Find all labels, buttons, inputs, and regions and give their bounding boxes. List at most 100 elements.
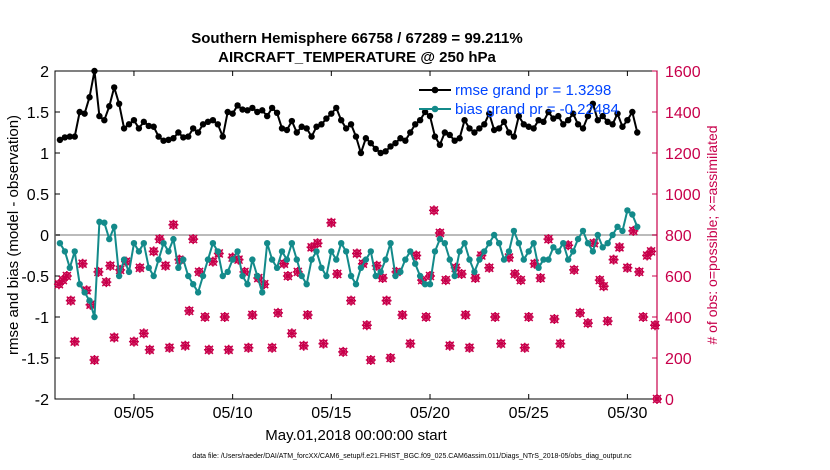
rmse-point bbox=[412, 121, 419, 128]
x-tick-label: 05/30 bbox=[607, 405, 647, 422]
obs-assimilated-marker bbox=[184, 305, 195, 316]
obs-assimilated-marker bbox=[646, 246, 657, 257]
bias-point bbox=[466, 256, 473, 263]
obs-assimilated-marker bbox=[391, 266, 402, 277]
bias-point bbox=[268, 256, 276, 263]
bias-point bbox=[199, 272, 207, 280]
obs-assimilated-marker bbox=[207, 256, 218, 267]
bias-point bbox=[254, 272, 261, 280]
bias-point bbox=[333, 256, 340, 263]
y-tick-left-label: -1.5 bbox=[21, 351, 49, 368]
y-tick-right-label: 400 bbox=[665, 310, 692, 327]
obs-assimilated-marker bbox=[282, 271, 293, 281]
bias-point bbox=[471, 268, 478, 276]
bias-point bbox=[303, 281, 310, 288]
obs-assimilated-marker bbox=[273, 307, 284, 318]
obs-assimilated-marker bbox=[464, 342, 475, 353]
bias-point bbox=[61, 248, 69, 255]
obs-assimilated-marker bbox=[575, 307, 586, 318]
obs-assimilated-marker bbox=[470, 273, 481, 284]
rmse-point bbox=[624, 117, 631, 124]
obs-assimilated-marker bbox=[61, 271, 72, 281]
obs-assimilated-marker bbox=[219, 312, 230, 322]
bias-point bbox=[219, 272, 226, 280]
rmse-point bbox=[81, 110, 88, 117]
rmse-point bbox=[416, 117, 424, 124]
obs-assimilated-marker bbox=[318, 338, 329, 349]
obs-assimilated-marker bbox=[128, 336, 139, 347]
bias-point bbox=[402, 256, 409, 263]
rmse-point bbox=[308, 133, 315, 140]
bias-point bbox=[609, 231, 616, 239]
rmse-point bbox=[234, 102, 241, 109]
rmse-point bbox=[407, 129, 414, 136]
bias-point bbox=[313, 248, 320, 255]
rmse-point bbox=[76, 108, 83, 116]
rmse-point bbox=[530, 125, 537, 132]
chart-title-line2: AIRCRAFT_TEMPERATURE @ 250 hPa bbox=[218, 49, 496, 66]
bias-point bbox=[328, 248, 335, 255]
obs-assimilated-marker bbox=[312, 238, 323, 249]
obs-assimilated-marker bbox=[543, 234, 554, 245]
bias-point bbox=[510, 227, 518, 235]
bias-point bbox=[412, 260, 419, 267]
bias-point bbox=[604, 240, 611, 247]
rmse-point bbox=[604, 118, 611, 126]
obs-assimilated-marker bbox=[628, 225, 639, 236]
right-axis-ticks: 0 200 400 600 800 1000 1200 1400 1600 bbox=[652, 64, 701, 409]
rmse-point bbox=[579, 125, 587, 132]
obs-assimilated-marker bbox=[381, 295, 392, 306]
obs-assimilated-marker bbox=[351, 248, 362, 259]
bias-point bbox=[545, 256, 552, 263]
obs-assimilated-marker bbox=[134, 262, 145, 273]
rmse-point bbox=[145, 122, 152, 130]
bias-point bbox=[476, 256, 483, 263]
bias-point bbox=[337, 240, 345, 247]
rmse-point bbox=[426, 112, 434, 120]
bias-point bbox=[372, 272, 379, 280]
obs-assimilated-marker bbox=[549, 314, 560, 325]
y-tick-left-label: 1 bbox=[40, 146, 49, 163]
rmse-point bbox=[461, 117, 468, 124]
bias-point bbox=[535, 264, 542, 271]
rmse-point bbox=[564, 117, 572, 124]
rmse-point bbox=[367, 139, 375, 147]
obs-assimilated-marker bbox=[194, 266, 205, 277]
obs-assimilated-marker bbox=[57, 275, 68, 286]
obs-assimilated-marker bbox=[243, 342, 254, 353]
bias-point bbox=[283, 256, 291, 263]
bias-point bbox=[209, 240, 217, 247]
obs-assimilated-marker bbox=[292, 266, 303, 277]
rmse-point bbox=[66, 133, 74, 140]
rmse-point bbox=[441, 129, 449, 136]
obs-assimilated-marker bbox=[503, 252, 514, 263]
obs-assimilated-marker bbox=[223, 344, 234, 355]
bias-point bbox=[229, 256, 236, 263]
x-tick-label: 05/25 bbox=[509, 405, 549, 422]
bias-point bbox=[490, 231, 498, 239]
obs-assimilated-marker bbox=[650, 320, 661, 331]
bias-point bbox=[115, 272, 123, 280]
rmse-point bbox=[515, 112, 523, 120]
obs-assimilated-marker bbox=[434, 227, 445, 238]
legend: rmse grand pr = 1.3298 bias grand pr = -… bbox=[419, 82, 619, 118]
bias-point bbox=[120, 256, 128, 263]
rmse-point bbox=[160, 137, 167, 144]
rmse-point bbox=[476, 125, 483, 132]
rmse-point bbox=[362, 135, 370, 142]
y-tick-left-label: 0 bbox=[40, 228, 49, 245]
bias-point bbox=[569, 248, 577, 255]
obs-assimilated-marker bbox=[642, 250, 653, 261]
rmse-point bbox=[135, 125, 143, 132]
rmse-point bbox=[204, 118, 212, 126]
y-tick-right-label: 1400 bbox=[665, 105, 701, 122]
rmse-point bbox=[268, 104, 276, 112]
bias-point bbox=[318, 264, 325, 271]
obs-assimilated-marker bbox=[444, 340, 455, 351]
rmse-point bbox=[629, 108, 636, 116]
bias-point bbox=[392, 272, 399, 280]
rmse-point bbox=[199, 121, 207, 128]
y-tick-left-label: 1.5 bbox=[27, 105, 49, 122]
bias-point bbox=[135, 248, 143, 255]
rmse-point bbox=[219, 133, 226, 140]
